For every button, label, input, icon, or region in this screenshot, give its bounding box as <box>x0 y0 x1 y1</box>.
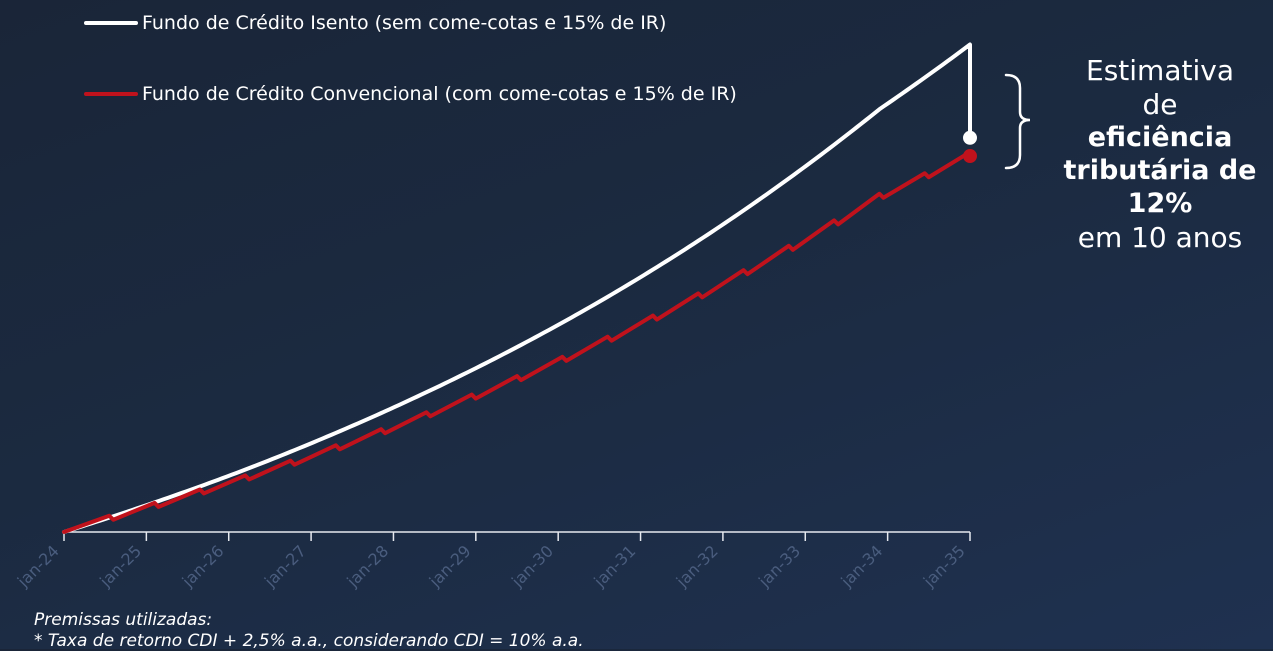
x-tick-label: jan-25 <box>95 541 145 591</box>
series-line-convencional <box>62 150 976 534</box>
legend-swatch-convencional <box>84 92 138 96</box>
series-line-isento <box>62 42 972 534</box>
x-tick-label: jan-24 <box>13 541 63 591</box>
x-tick-label: jan-31 <box>590 541 640 591</box>
x-tick-label: jan-35 <box>919 541 969 591</box>
premissas-title: Premissas utilizadas: <box>34 610 213 630</box>
x-tick-label: jan-27 <box>260 541 310 591</box>
callout-line-6: em 10 anos <box>1077 221 1243 255</box>
legend-label-isento: Fundo de Crédito Isento (sem come-cotas … <box>142 12 667 34</box>
series-end-point-isento <box>963 130 977 145</box>
callout-line-2: de <box>1142 88 1178 122</box>
legend-label-convencional: Fundo de Crédito Convencional (com come-… <box>142 83 737 105</box>
x-tick-label: jan-34 <box>837 541 887 591</box>
legend-item-isento: Fundo de Crédito Isento (sem come-cotas … <box>84 12 666 34</box>
efficiency-callout: Estimativa de eficiência tributária de 1… <box>1052 54 1268 255</box>
x-tick-label: jan-30 <box>507 541 557 591</box>
difference-bracket <box>1004 73 1031 170</box>
x-tick-label: jan-29 <box>425 541 475 591</box>
legend-item-convencional: Fundo de Crédito Convencional (com come-… <box>84 83 737 105</box>
callout-line-4: tributária de <box>1063 155 1257 187</box>
x-tick-label: jan-28 <box>342 541 392 591</box>
series-end-point-convencional <box>963 149 977 164</box>
legend-swatch-isento <box>84 21 138 25</box>
callout-line-3: eficiência <box>1087 122 1233 154</box>
x-tick-label: jan-33 <box>754 541 804 591</box>
x-tick-label: jan-32 <box>672 541 722 591</box>
callout-line-5: 12% <box>1127 188 1193 220</box>
callout-line-1: Estimativa <box>1086 54 1234 87</box>
premissas-line-1: * Taxa de retorno CDI + 2,5% a.a., consi… <box>34 631 584 651</box>
x-tick-label: jan-26 <box>178 541 228 591</box>
